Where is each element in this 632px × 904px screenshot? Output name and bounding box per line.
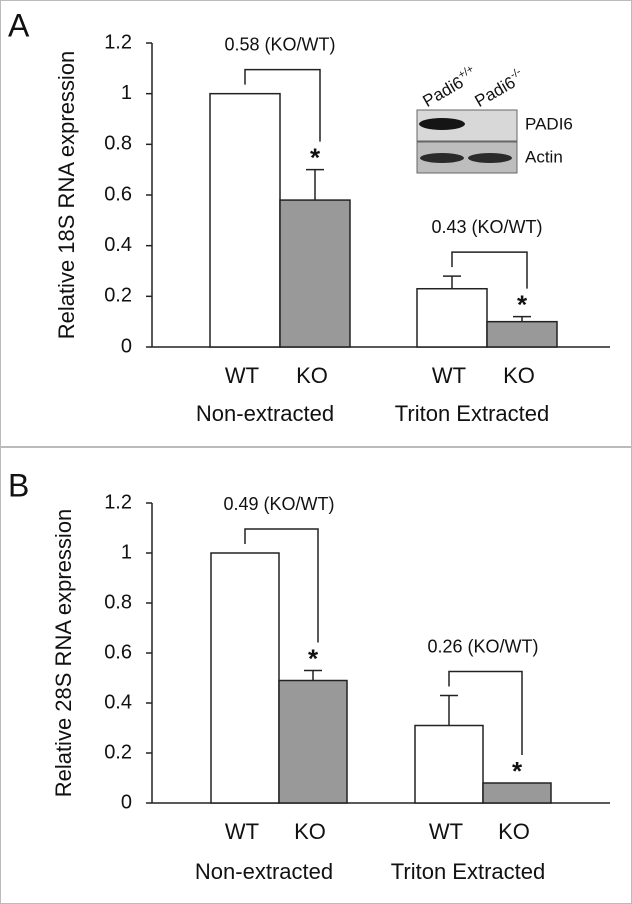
bar — [279, 199, 351, 348]
bar — [209, 92, 281, 348]
significance: * — [310, 143, 321, 173]
y-tick-label: 0.4 — [104, 691, 132, 713]
bracket — [244, 68, 321, 142]
panel-letter: B — [8, 467, 29, 503]
bracket — [451, 251, 528, 289]
bracket — [244, 528, 319, 643]
x-tick-label: KO — [294, 819, 326, 844]
x-tick-label: KO — [503, 363, 535, 388]
panel-letter: A — [8, 7, 30, 43]
bar — [278, 679, 348, 804]
bar — [482, 782, 552, 804]
x-tick-label: WT — [432, 363, 466, 388]
bar — [210, 552, 280, 804]
bracket — [448, 670, 523, 755]
y-tick-label: 1 — [121, 541, 132, 563]
group-label: Non-extracted — [196, 401, 334, 426]
x-tick-label: KO — [296, 363, 328, 388]
x-tick-label: KO — [498, 819, 530, 844]
blot-band — [419, 118, 465, 130]
significance: * — [512, 756, 523, 786]
bar — [486, 320, 558, 348]
bar — [416, 287, 488, 348]
band-label: Actin — [525, 147, 563, 166]
x-tick-label: WT — [225, 363, 259, 388]
y-tick-label: 0.8 — [104, 591, 132, 613]
y-tick-label: 0.6 — [104, 183, 132, 205]
ratio-label: 0.49 (KO/WT) — [223, 494, 334, 514]
y-tick-label: 0.6 — [104, 641, 132, 663]
y-tick-label: 0.8 — [104, 133, 132, 155]
y-tick-label: 0.2 — [104, 285, 132, 307]
y-tick-label: 0 — [121, 335, 132, 357]
x-tick-label: WT — [225, 819, 259, 844]
group-label: Triton Extracted — [391, 859, 545, 884]
blot-band — [468, 153, 512, 163]
y-tick-label: 0 — [121, 791, 132, 813]
ratio-label: 0.58 (KO/WT) — [224, 34, 335, 54]
group-label: Triton Extracted — [395, 401, 549, 426]
group-label: Non-extracted — [195, 859, 333, 884]
ratio-label: 0.43 (KO/WT) — [431, 217, 542, 237]
y-tick-label: 1.2 — [104, 31, 132, 53]
blot-band — [420, 153, 464, 163]
significance: * — [308, 643, 319, 673]
x-tick-label: WT — [429, 819, 463, 844]
y-tick-label: 1.2 — [104, 491, 132, 513]
ratio-label: 0.26 (KO/WT) — [427, 636, 538, 656]
significance: * — [517, 289, 528, 319]
y-axis-title: Relative 18S RNA expression — [54, 51, 79, 340]
y-tick-label: 0.2 — [104, 741, 132, 763]
lane-label: Padi6+/+ — [418, 63, 480, 111]
y-tick-label: 0.4 — [104, 234, 132, 256]
band-label: PADI6 — [525, 114, 573, 133]
lane-label: Padi6-/- — [470, 66, 528, 112]
y-tick-label: 1 — [121, 82, 132, 104]
y-axis-title: Relative 28S RNA expression — [51, 509, 76, 798]
bar — [414, 724, 484, 804]
